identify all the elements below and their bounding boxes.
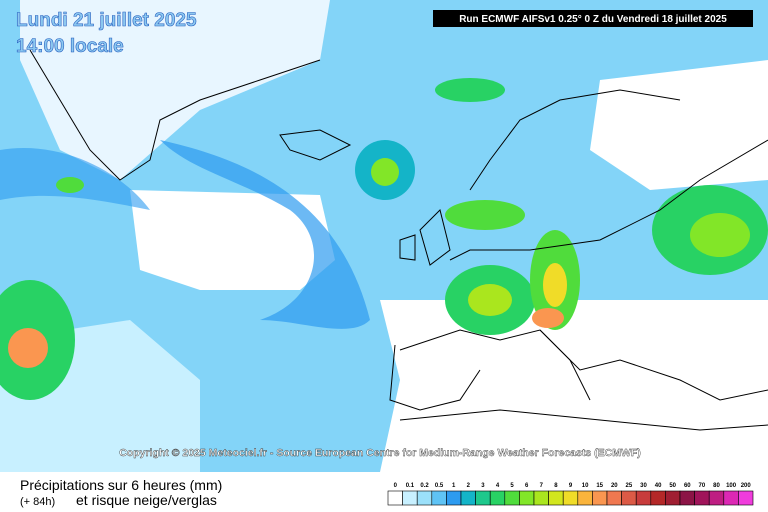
legend-swatch — [431, 490, 447, 506]
forecast-hour: (+ 84h) — [20, 496, 55, 508]
legend-swatch — [606, 490, 622, 506]
legend-swatch — [519, 490, 535, 506]
legend-swatch — [533, 490, 549, 506]
copyright: Copyright © 2025 Meteociel.fr - Source E… — [119, 447, 641, 459]
legend-label: 5 — [510, 483, 514, 489]
legend-label: 10 — [582, 483, 589, 489]
legend-label: 0.1 — [406, 483, 415, 489]
legend-label: 70 — [699, 483, 706, 489]
legend-label: 0.5 — [435, 483, 444, 489]
legend-label: 30 — [640, 483, 647, 489]
legend-label: 7 — [540, 483, 544, 489]
legend-swatch — [489, 490, 506, 506]
legend-swatch — [402, 490, 418, 506]
legend-swatch — [650, 490, 666, 506]
legend-label: 6 — [525, 483, 529, 489]
legend-swatch — [723, 490, 739, 506]
legend-label: 4 — [496, 483, 500, 489]
local-time: 14:00 locale — [16, 36, 124, 57]
legend-swatch — [635, 490, 652, 506]
legend-swatch — [708, 490, 725, 506]
legend-label: 200 — [741, 483, 752, 489]
legend-swatch — [504, 490, 520, 506]
legend-label: 50 — [669, 483, 676, 489]
legend-label: 0 — [394, 483, 398, 489]
legend-swatch — [548, 490, 564, 506]
legend-swatch — [562, 490, 579, 506]
legend-label: 100 — [726, 483, 737, 489]
legend-label: 80 — [713, 483, 720, 489]
legend-swatch — [446, 490, 462, 506]
run-info: Run ECMWF AIFSv1 0.25° 0 Z du Vendredi 1… — [459, 14, 727, 25]
legend-label: 3 — [481, 483, 485, 489]
legend-swatch — [738, 490, 754, 506]
legend-swatch — [679, 490, 695, 506]
legend-label: 2 — [467, 483, 471, 489]
legend-label: 9 — [569, 483, 573, 489]
legend-swatch — [416, 490, 433, 506]
legend-label: 40 — [655, 483, 662, 489]
legend-swatch — [592, 490, 608, 506]
footer-subtitle: et risque neige/verglas — [76, 492, 217, 508]
legend-label: 1 — [452, 483, 456, 489]
date: Lundi 21 juillet 2025 — [16, 10, 197, 31]
legend-swatch — [460, 490, 476, 506]
legend-swatch — [475, 490, 491, 506]
legend-label: 20 — [611, 483, 618, 489]
legend-label: 8 — [554, 483, 558, 489]
legend-label: 25 — [626, 483, 633, 489]
legend-label: 15 — [596, 483, 603, 489]
legend-swatch — [694, 490, 710, 506]
legend-label: 0.2 — [420, 483, 429, 489]
legend-label: 60 — [684, 483, 691, 489]
legend-swatch — [387, 490, 403, 506]
map: Run ECMWF AIFSv1 0.25° 0 Z du Vendredi 1… — [0, 0, 768, 472]
legend-swatch — [621, 490, 637, 506]
legend: 0 0.1 0.2 0.5 1 2 3 4 5 6 7 8 9 10 15 20 25 30 40 50 60 70 80 1… — [387, 483, 754, 506]
footer: Précipitations sur 6 heures (mm) (+ 84h)… — [20, 477, 754, 508]
footer-title: Précipitations sur 6 heures (mm) — [20, 477, 222, 493]
legend-swatch — [665, 490, 681, 506]
legend-swatch — [577, 490, 593, 506]
